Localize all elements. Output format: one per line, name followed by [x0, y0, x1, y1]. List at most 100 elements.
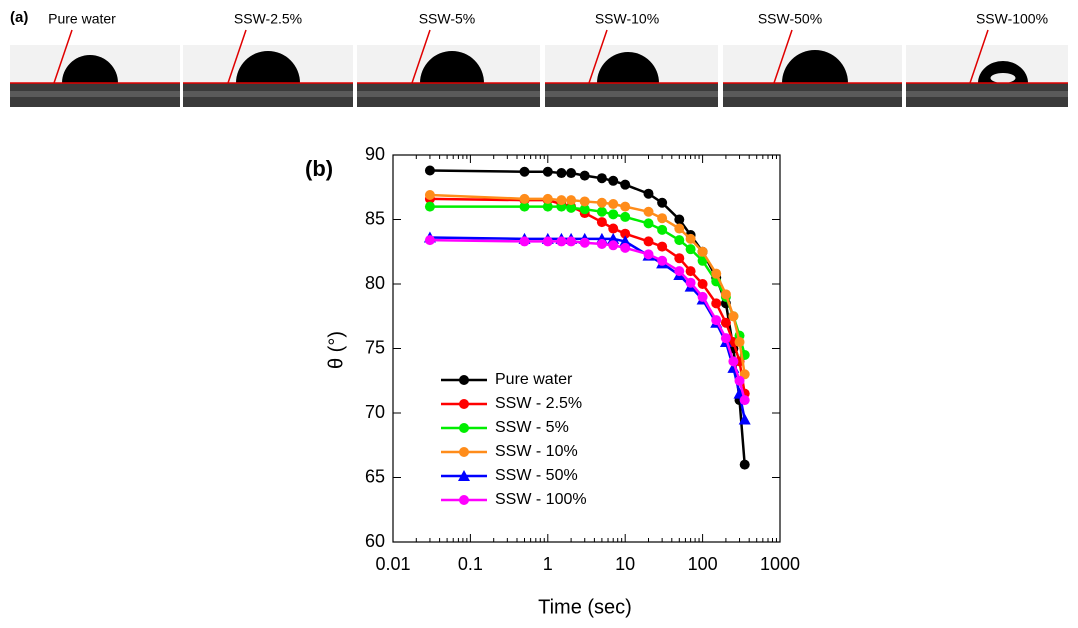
photo-substrate-texture	[545, 91, 718, 97]
legend-label: SSW - 100%	[495, 491, 587, 508]
data-point	[579, 170, 590, 181]
y-axis-label: θ (°)	[325, 331, 347, 369]
series-line	[429, 236, 746, 420]
data-point	[579, 196, 590, 207]
image-label: Pure water	[48, 11, 116, 27]
legend-label: SSW - 10%	[495, 443, 578, 460]
photo-substrate-texture	[10, 91, 180, 97]
legend-marker	[459, 495, 469, 505]
image-label: SSW-100%	[976, 11, 1048, 27]
data-point	[697, 255, 708, 266]
image-label: SSW-5%	[419, 11, 476, 27]
legend-marker	[459, 423, 469, 433]
data-point	[643, 218, 654, 229]
data-point	[619, 235, 632, 247]
data-point	[674, 266, 685, 277]
data-point	[657, 213, 668, 224]
data-point	[519, 236, 530, 247]
data-point	[556, 168, 567, 179]
data-point	[711, 315, 722, 326]
data-point	[579, 237, 590, 248]
data-point	[720, 289, 731, 300]
image-label: SSW-10%	[595, 11, 659, 27]
y-tick-label: 80	[365, 273, 385, 293]
data-point	[685, 266, 696, 277]
data-point	[542, 201, 553, 212]
data-point	[519, 201, 530, 212]
y-tick-label: 65	[365, 466, 385, 486]
legend-label: Pure water	[495, 371, 573, 388]
series-line	[429, 197, 746, 394]
data-point	[579, 204, 590, 215]
y-tick-label: 85	[365, 208, 385, 228]
x-tick-label: 0.1	[458, 554, 483, 574]
data-point	[734, 375, 745, 386]
droplet	[597, 52, 659, 83]
y-tick-label: 90	[365, 144, 385, 164]
data-point	[697, 279, 708, 289]
photo-substrate-texture	[183, 91, 353, 97]
contact-line	[53, 29, 73, 84]
data-point	[519, 193, 530, 204]
x-tick-label: 10	[615, 554, 635, 574]
panel-label: (b)	[305, 156, 333, 181]
data-point	[519, 166, 530, 177]
y-tick-label: 60	[365, 531, 385, 551]
series-line	[429, 193, 746, 375]
droplet	[978, 61, 1028, 83]
data-point	[711, 298, 722, 309]
image-label: SSW-2.5%	[234, 11, 302, 27]
panel-label: (a)	[10, 9, 28, 26]
data-point	[608, 240, 619, 251]
data-point	[720, 333, 731, 344]
x-tick-label: 1	[543, 554, 553, 574]
data-point	[566, 195, 577, 206]
photo-substrate-texture	[906, 91, 1068, 97]
data-point	[620, 179, 631, 190]
series-line	[429, 238, 746, 401]
data-point	[657, 241, 668, 252]
droplet-reflection	[990, 73, 1016, 83]
x-axis-label: Time (sec)	[538, 596, 632, 618]
data-point	[542, 236, 553, 247]
legend-marker	[459, 447, 469, 457]
data-point	[620, 228, 631, 239]
data-point	[685, 233, 696, 244]
x-tick-label: 1000	[760, 554, 800, 574]
data-point	[734, 337, 745, 348]
data-point	[608, 199, 619, 210]
data-point	[711, 268, 722, 279]
data-point	[424, 235, 435, 246]
data-point	[697, 291, 708, 302]
data-point	[739, 459, 750, 470]
data-point	[728, 356, 739, 367]
image-label: SSW-50%	[758, 11, 822, 27]
data-point	[596, 239, 607, 250]
data-point	[685, 277, 696, 288]
data-point	[542, 166, 553, 177]
y-tick-label: 70	[365, 402, 385, 422]
data-point	[596, 173, 607, 184]
legend-label: SSW - 5%	[495, 419, 569, 436]
data-point	[620, 201, 631, 212]
data-point	[596, 197, 607, 208]
data-point	[424, 189, 435, 200]
droplet	[782, 50, 848, 83]
data-point	[657, 197, 668, 208]
y-tick-label: 75	[365, 337, 385, 357]
data-point	[674, 223, 685, 234]
data-point	[566, 168, 577, 179]
data-point	[674, 253, 685, 264]
data-point	[566, 236, 577, 247]
droplet	[62, 55, 118, 83]
data-point	[739, 395, 750, 406]
legend-label: SSW - 2.5%	[495, 395, 582, 412]
data-point	[685, 244, 696, 255]
data-point	[643, 188, 654, 199]
photo-substrate-texture	[723, 91, 902, 97]
data-point	[608, 223, 619, 234]
contact-line	[588, 29, 608, 84]
data-point	[424, 201, 435, 212]
series-line	[429, 205, 746, 356]
